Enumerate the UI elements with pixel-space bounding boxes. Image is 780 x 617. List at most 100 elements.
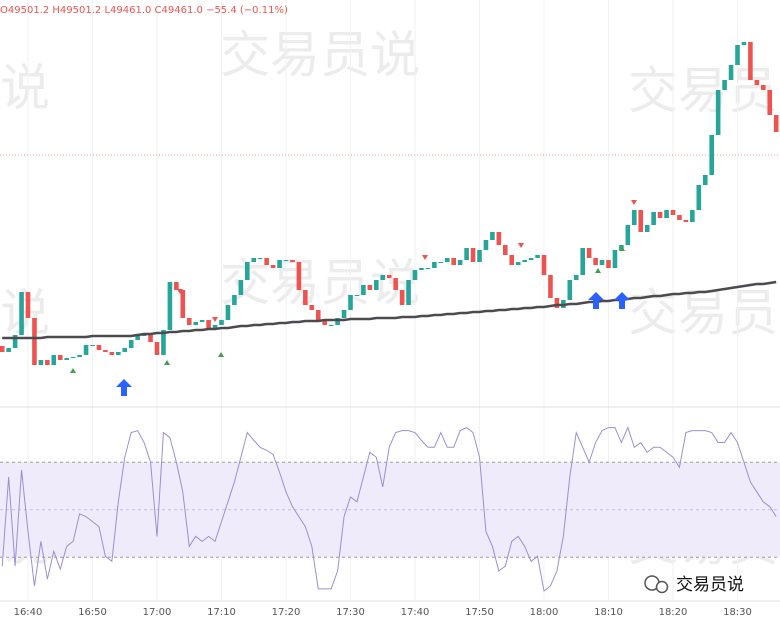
candle [341, 310, 347, 318]
candle [161, 330, 166, 355]
candle [399, 290, 405, 305]
candle [419, 268, 424, 270]
up-arrow [116, 379, 132, 396]
candle [412, 270, 418, 280]
x-tick-label: 17:50 [465, 607, 494, 617]
candle [554, 298, 560, 308]
candle [57, 355, 63, 360]
candle [180, 290, 186, 318]
candle [651, 212, 656, 225]
candle [174, 282, 179, 290]
candle [767, 90, 773, 115]
candle [509, 255, 515, 265]
candle [19, 292, 24, 335]
candle [722, 80, 727, 90]
candle [593, 258, 598, 265]
buy-triangle [595, 268, 601, 273]
candle [748, 42, 753, 80]
watermark: 交易员说 [628, 284, 780, 342]
candle [77, 355, 82, 357]
candle [761, 85, 766, 90]
candle [470, 248, 476, 262]
candle [264, 258, 269, 265]
candle [586, 248, 592, 258]
x-tick-label: 18:10 [594, 607, 623, 617]
candle [335, 318, 340, 325]
candle [528, 258, 534, 260]
signal-triangles [70, 200, 637, 373]
candle [199, 320, 205, 322]
candle [70, 357, 76, 358]
x-tick-label: 16:40 [14, 607, 43, 617]
candle [599, 260, 605, 265]
x-tick-label: 18:00 [530, 607, 559, 617]
candle [315, 310, 321, 320]
candle [670, 210, 676, 215]
candle [135, 335, 140, 340]
candle [128, 340, 134, 348]
candle [477, 250, 482, 262]
candle [406, 280, 411, 305]
candle [83, 345, 89, 355]
sell-triangle [631, 200, 637, 205]
candle [683, 220, 689, 222]
candle [735, 45, 740, 65]
candle [251, 258, 257, 262]
x-tick-label: 17:30 [336, 607, 365, 617]
candle [25, 292, 31, 318]
plot [0, 0, 780, 600]
candle [103, 350, 108, 352]
candle [245, 262, 250, 280]
candle [573, 275, 579, 280]
candle [444, 258, 450, 262]
candle [109, 352, 115, 355]
candle [225, 305, 231, 320]
buy-triangle [619, 246, 625, 251]
candle [490, 232, 495, 240]
ohlc-header: O49501.2 H49501.2 L49461.0 C49461.0 −55.… [0, 5, 288, 16]
candle [644, 225, 650, 232]
candle [270, 265, 276, 268]
candle [361, 285, 366, 295]
watermark: 交易员说 [220, 26, 420, 84]
candle [548, 275, 553, 298]
candle [696, 185, 702, 210]
x-tick-label: 17:10 [207, 607, 236, 617]
sell-triangle [212, 317, 218, 322]
candle [677, 215, 682, 220]
sell-triangle [422, 255, 428, 260]
signal-arrows [116, 292, 630, 396]
brand-icon [655, 580, 669, 594]
candle [374, 280, 379, 290]
candle [212, 325, 218, 328]
candle [741, 42, 747, 45]
candle [541, 255, 547, 275]
x-tick-label: 17:00 [143, 607, 172, 617]
candle [328, 325, 334, 326]
candle [96, 345, 102, 350]
candle [348, 295, 353, 310]
candle [90, 345, 95, 346]
candle [625, 225, 631, 245]
candle [503, 245, 508, 255]
watermark: 交易员说 [0, 59, 50, 117]
candle [773, 115, 779, 132]
candle [496, 232, 502, 245]
up-arrow [614, 292, 630, 309]
candle [6, 348, 11, 352]
candle [290, 260, 295, 262]
brand-name: 交易员说 [676, 575, 744, 595]
candle [702, 175, 708, 185]
candle [483, 240, 489, 250]
candle [232, 295, 237, 305]
candle [0, 346, 5, 352]
x-tick-label: 17:40 [401, 607, 430, 617]
watermark: 交易员说 [220, 254, 420, 312]
candle [238, 280, 244, 295]
candle [167, 282, 173, 330]
candle [715, 90, 721, 135]
candle [45, 360, 50, 365]
candle [186, 318, 192, 325]
candle [51, 355, 57, 365]
x-tick-label: 18:30 [723, 607, 752, 617]
